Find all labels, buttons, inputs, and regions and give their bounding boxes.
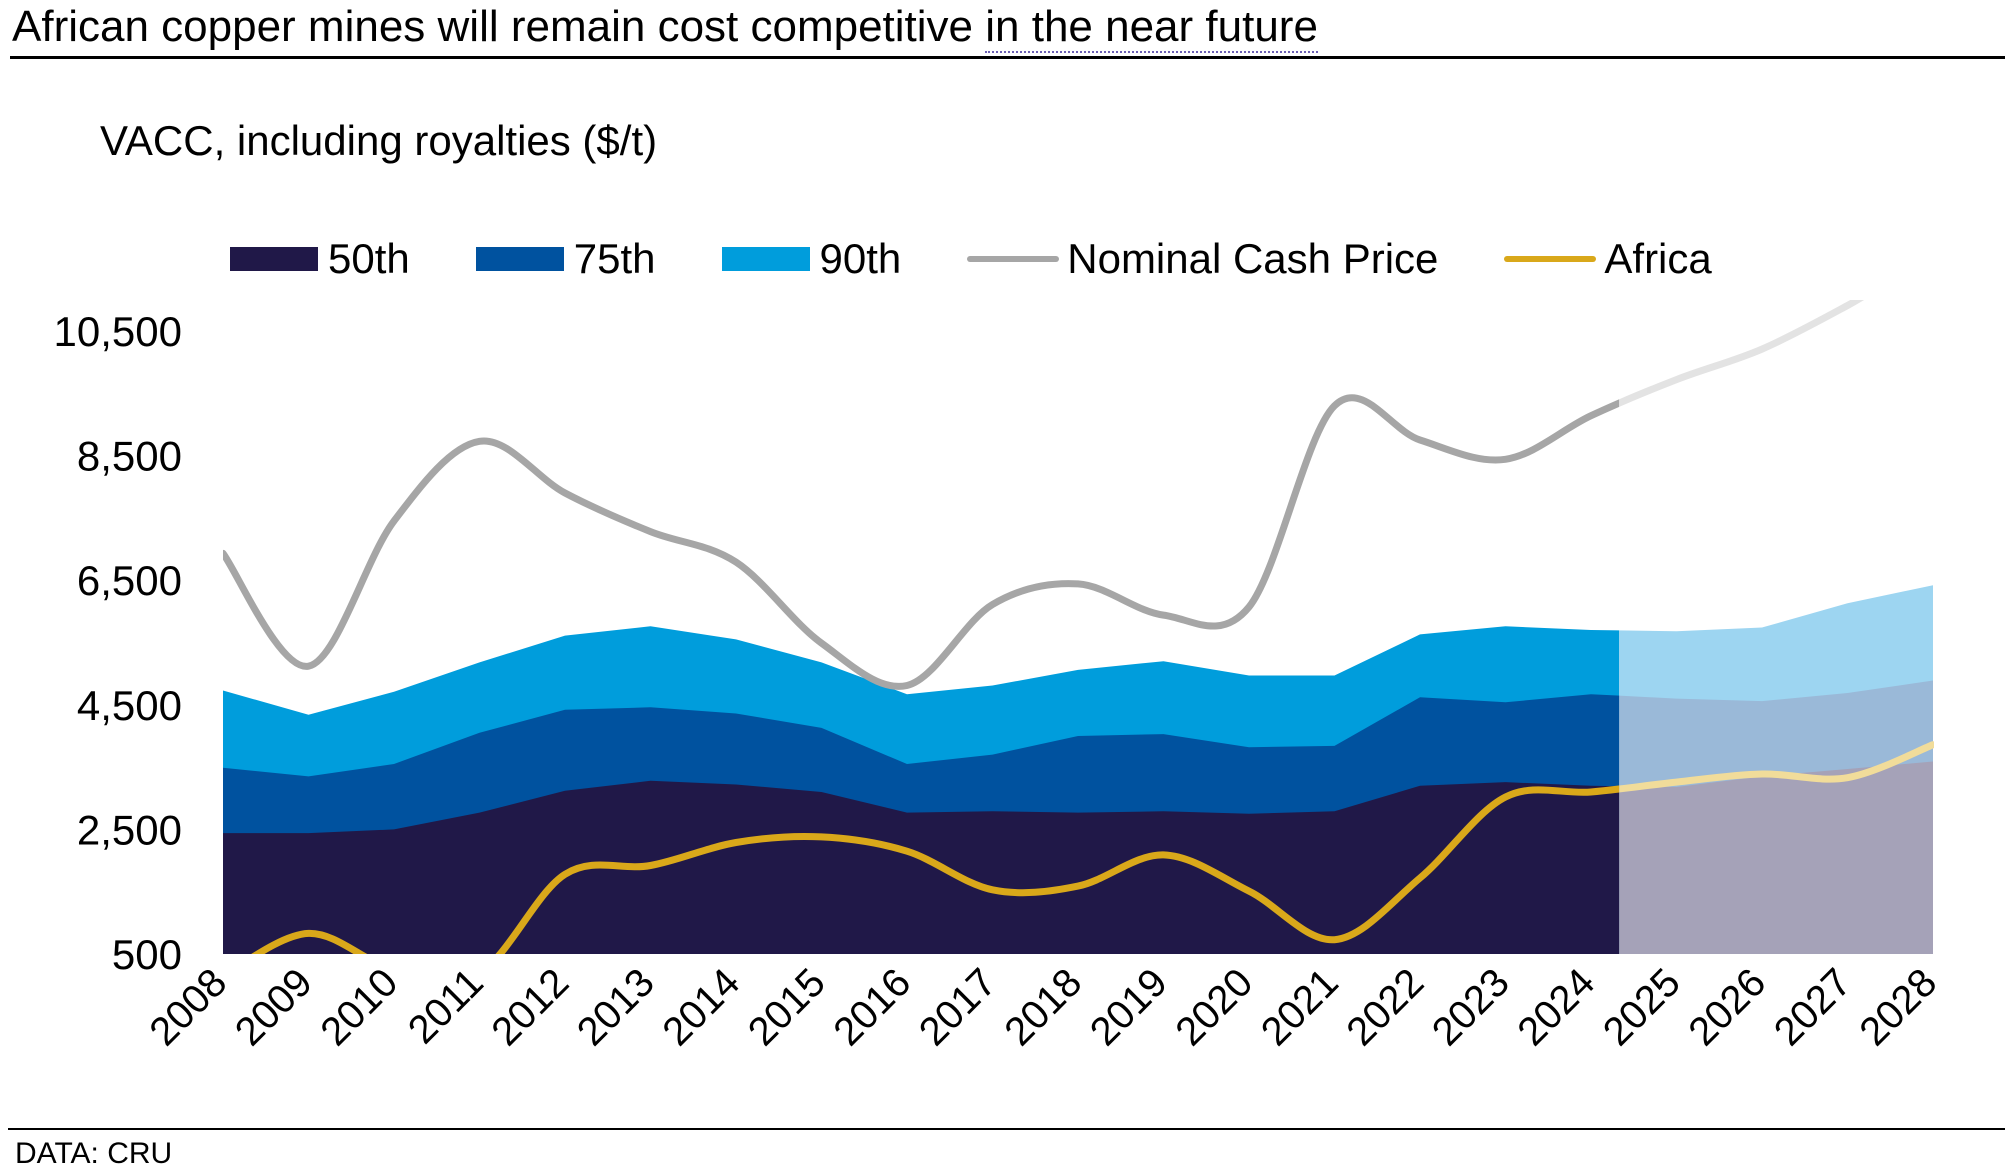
y-tick-label: 500: [112, 931, 182, 978]
legend-label-price: Nominal Cash Price: [1067, 235, 1439, 282]
x-tick-label: 2009: [227, 960, 321, 1054]
legend-line-africa: [1504, 256, 1597, 262]
x-tick-label: 2021: [1253, 960, 1347, 1054]
chart-title-main: African copper mines will remain cost co…: [12, 2, 986, 51]
x-tick-label: 2028: [1851, 960, 1945, 1054]
chart-subtitle: VACC, including royalties ($/t): [100, 117, 658, 164]
x-tick-label: 2013: [569, 960, 663, 1054]
x-tick-label: 2012: [483, 960, 577, 1054]
area-50th-forecast: [1619, 761, 1933, 954]
chart-title: African copper mines will remain cost co…: [12, 0, 1318, 54]
line-nominal-cash-price-forecast: [1619, 300, 1865, 407]
legend-label-90th: 90th: [819, 235, 902, 282]
x-tick-label: 2025: [1595, 960, 1689, 1054]
chart-title-underlined: in the near future: [985, 2, 1318, 53]
y-tick-label: 4,500: [77, 682, 182, 729]
line-africa-forecast: [1619, 741, 1934, 793]
x-tick-label: 2026: [1680, 960, 1774, 1054]
line-africa: [251, 785, 1620, 954]
legend-label-75th: 75th: [573, 235, 656, 282]
legend-swatch-90th: [721, 247, 810, 271]
y-tick-label: 2,500: [77, 806, 182, 853]
legend-label-50th: 50th: [328, 235, 410, 282]
x-tick-label: 2016: [825, 960, 919, 1054]
x-tick-label: 2011: [400, 960, 492, 1052]
x-tick-label: 2020: [1167, 960, 1261, 1054]
legend-item-75th: 75th: [475, 235, 656, 283]
title-divider: [10, 56, 2005, 59]
legend-item-africa: Africa: [1504, 235, 1712, 283]
x-tick-label: 2024: [1509, 960, 1603, 1054]
footer-divider: [8, 1128, 2005, 1130]
legend-item-price: Nominal Cash Price: [967, 235, 1438, 283]
x-tick-label: 2010: [312, 960, 406, 1054]
area-layer: [223, 585, 1933, 954]
legend-line-price: [967, 256, 1060, 262]
x-tick-label: 2018: [996, 960, 1090, 1054]
legend-item-90th: 90th: [721, 235, 902, 283]
y-axis: 500 2,500 4,500 6,500 8,500 10,500: [54, 308, 182, 978]
x-tick-label: 2027: [1766, 960, 1860, 1054]
legend: 50th 75th 90th Nominal Cash Price Africa: [230, 232, 1778, 286]
x-tick-label: 2019: [1082, 960, 1176, 1054]
y-tick-label: 10,500: [54, 308, 182, 355]
x-tick-label: 2014: [654, 960, 748, 1054]
line-nominal-cash-price: [223, 394, 1620, 690]
legend-swatch-75th: [475, 247, 564, 271]
y-tick-label: 6,500: [77, 557, 182, 604]
x-tick-label: 2023: [1424, 960, 1518, 1054]
line-layer: [223, 300, 1934, 954]
legend-item-50th: 50th: [230, 235, 410, 283]
x-tick-label: 2022: [1338, 960, 1432, 1054]
area-50th: [223, 780, 1620, 954]
y-tick-label: 8,500: [77, 433, 182, 480]
legend-label-africa: Africa: [1604, 235, 1712, 282]
x-axis: 2008200920102011201220132014201520162017…: [141, 960, 1945, 1054]
x-tick-label: 2017: [911, 960, 1005, 1054]
source-note: DATA: CRU: [15, 1137, 173, 1170]
legend-swatch-50th: [230, 247, 318, 271]
x-tick-label: 2015: [740, 960, 834, 1054]
